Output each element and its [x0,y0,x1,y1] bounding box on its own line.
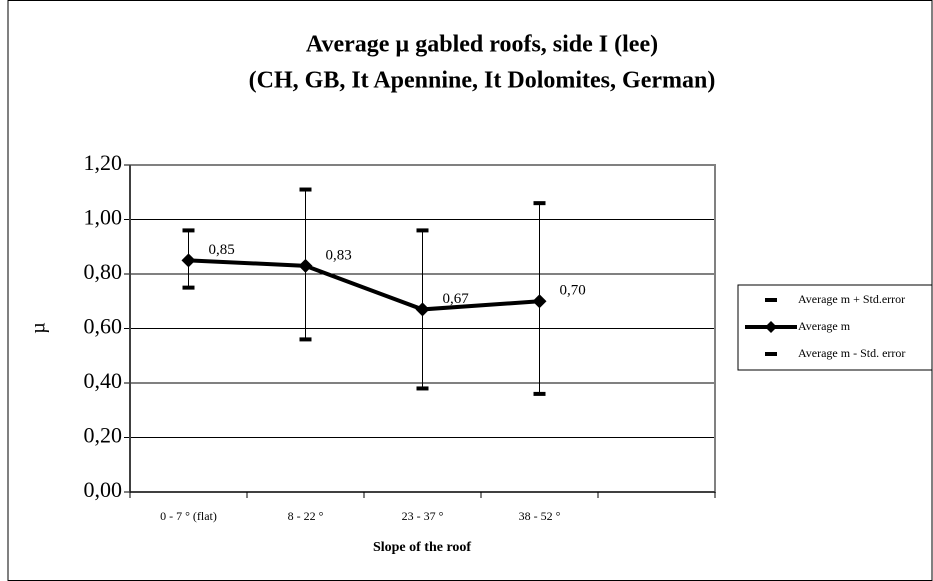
data-point [299,337,312,342]
y-tick-label: 1,00 [84,205,123,230]
data-label: 0,83 [326,247,352,263]
data-label: 0,67 [443,291,470,307]
data-label: 0,85 [209,242,235,258]
x-tick-label: 0 - 7 ° (flat) [160,509,217,523]
data-point [416,386,429,391]
data-point [299,187,312,192]
y-tick-label: 0,40 [84,368,123,393]
data-point [532,294,547,309]
x-axis-label: Slope of the roof [373,540,471,555]
y-tick-label: 0,60 [84,314,123,339]
legend-marker [765,352,777,356]
chart-title: Average µ gabled roofs, side I (lee) [306,32,658,58]
data-label: 0,70 [560,283,586,299]
y-axis-label: µ [28,322,50,334]
data-point [533,201,546,206]
y-tick-label: 1,20 [84,150,123,175]
x-tick-label: 38 - 52 ° [519,509,561,523]
data-point [182,228,195,233]
legend-label: Average m [798,319,851,333]
data-point [182,285,195,290]
y-tick-label: 0,00 [84,477,123,502]
x-tick-label: 8 - 22 ° [288,509,324,523]
chart-title: (CH, GB, It Apennine, It Dolomites, Germ… [249,68,716,94]
data-point [533,391,546,396]
legend-marker [765,298,777,302]
legend-label: Average m + Std.error [798,292,905,306]
data-point [298,258,313,273]
data-point [415,302,430,317]
data-point [416,228,429,233]
series-line [188,258,540,312]
x-tick-label: 23 - 37 ° [402,509,444,523]
data-point [181,253,196,268]
y-tick-label: 0,80 [84,259,123,284]
y-tick-label: 0,20 [84,423,123,448]
legend-label: Average m - Std. error [798,346,905,360]
legend-marker [765,321,777,333]
